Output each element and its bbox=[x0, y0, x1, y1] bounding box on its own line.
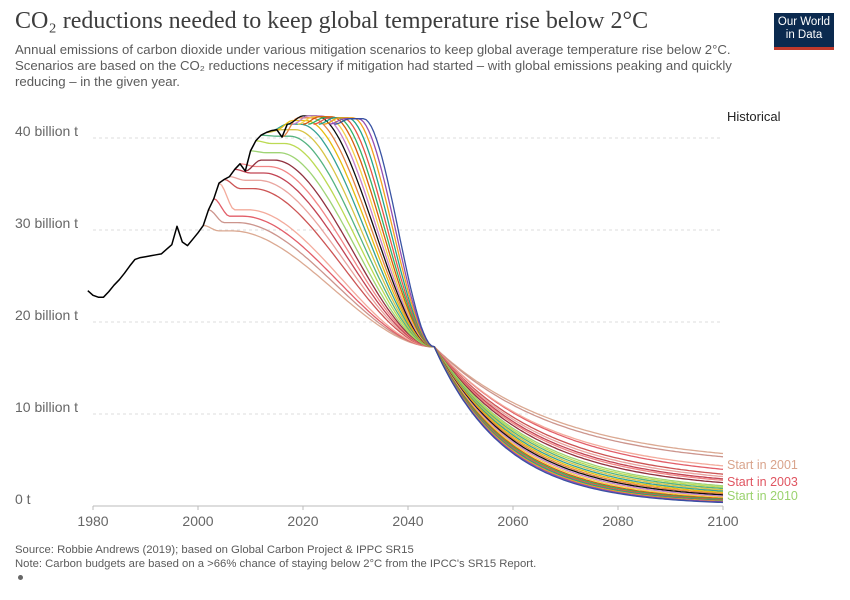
scenario-line[interactable] bbox=[334, 118, 724, 504]
x-tick-label: 2000 bbox=[182, 513, 213, 529]
scenario-line[interactable] bbox=[287, 115, 724, 496]
scenario-line[interactable] bbox=[208, 209, 724, 458]
x-tick-label: 2020 bbox=[287, 513, 318, 529]
series-end-label: Start in 2003 bbox=[727, 475, 798, 489]
scenario-line[interactable] bbox=[266, 129, 724, 491]
historical-label: Historical bbox=[727, 109, 781, 124]
series-labels: Historical Start in 2001 Start in 2003Star… bbox=[727, 109, 798, 503]
scenario-line[interactable] bbox=[260, 134, 724, 490]
scenario-line[interactable] bbox=[297, 116, 724, 498]
y-tick-label: 30 billion t bbox=[15, 215, 78, 231]
x-tick-label: 2080 bbox=[602, 513, 633, 529]
logo-line-1: Our World bbox=[777, 16, 831, 28]
scenario-line[interactable] bbox=[323, 117, 724, 502]
scenario-line[interactable] bbox=[255, 140, 724, 488]
y-axis-ticks: 0 t 10 billion t 20 billion t 30 billion t 4… bbox=[15, 123, 78, 507]
logo-line-2: in Data bbox=[785, 29, 823, 41]
scenario-line[interactable] bbox=[213, 198, 724, 470]
y-tick-label: 20 billion t bbox=[15, 307, 78, 323]
historical-series bbox=[87, 123, 288, 298]
y-tick-label: 40 billion t bbox=[15, 123, 78, 139]
chart-subtitle: Annual emissions of carbon dioxide under… bbox=[15, 42, 732, 89]
scenario-line[interactable] bbox=[308, 117, 724, 500]
scenario-line[interactable] bbox=[271, 123, 724, 492]
scenario-line[interactable] bbox=[245, 159, 724, 484]
scenario-line[interactable] bbox=[313, 117, 724, 501]
scenario-line[interactable] bbox=[281, 117, 724, 495]
timeline-marker[interactable] bbox=[18, 575, 23, 580]
historical-line[interactable] bbox=[87, 123, 288, 298]
owid-logo[interactable]: Our World in Data bbox=[774, 13, 834, 50]
source-note: Source: Robbie Andrews (2019); based on … bbox=[15, 544, 414, 556]
x-tick-label: 1980 bbox=[77, 513, 108, 529]
x-axis-ticks: 1980 2000 2020 2040 2060 2080 2100 bbox=[77, 506, 739, 529]
methodology-note: Note: Carbon budgets are based on a >66%… bbox=[15, 558, 537, 570]
y-tick-label: 10 billion t bbox=[15, 399, 78, 415]
scenario-line[interactable] bbox=[329, 118, 724, 503]
x-tick-label: 2100 bbox=[707, 513, 738, 529]
series-end-label: Start in 2010 bbox=[727, 489, 798, 503]
scenario-line[interactable] bbox=[218, 182, 724, 467]
scenario-line[interactable] bbox=[292, 115, 724, 497]
series-end-label: Start in 2001 bbox=[727, 458, 798, 472]
scenario-lines bbox=[203, 115, 724, 504]
scenario-line[interactable] bbox=[318, 117, 724, 502]
scenario-line[interactable] bbox=[276, 119, 724, 494]
scenario-line[interactable] bbox=[239, 163, 724, 481]
scenario-line[interactable] bbox=[224, 178, 724, 475]
scenario-line[interactable] bbox=[234, 168, 724, 480]
scenario-line[interactable] bbox=[203, 224, 724, 455]
chart-title: CO₂ reductions needed to keep global tem… bbox=[15, 8, 649, 34]
scenario-line[interactable] bbox=[229, 175, 724, 478]
scenario-line[interactable] bbox=[302, 116, 724, 500]
y-tick-label: 0 t bbox=[15, 491, 31, 507]
x-tick-label: 2040 bbox=[392, 513, 423, 529]
chart-footer: Source: Robbie Andrews (2019); based on … bbox=[15, 543, 536, 571]
scenario-line[interactable] bbox=[250, 150, 724, 487]
x-tick-label: 2060 bbox=[497, 513, 528, 529]
